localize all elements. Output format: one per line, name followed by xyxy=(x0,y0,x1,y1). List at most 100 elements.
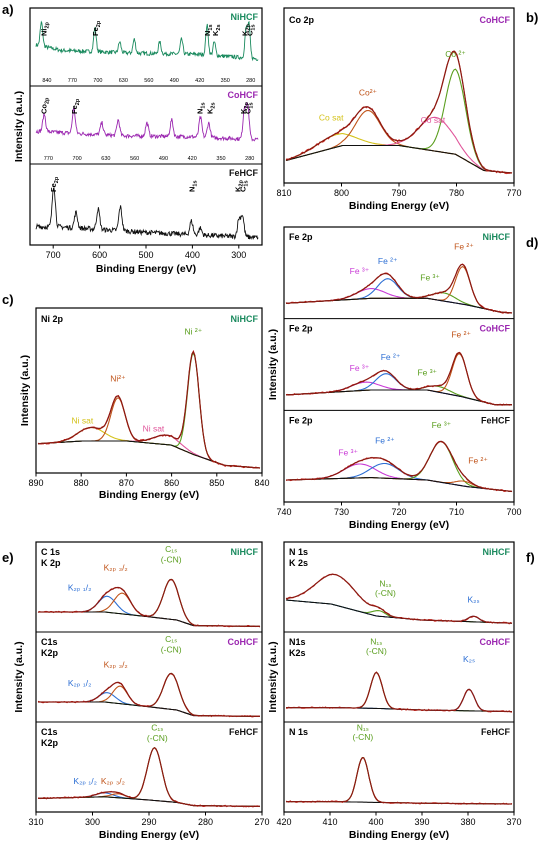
peak-label: N₁ₛ xyxy=(379,578,391,588)
peak-label: (-CN) xyxy=(366,646,387,656)
panel-letter: b) xyxy=(526,10,538,25)
survey-peak-subscript: 1s xyxy=(192,180,198,186)
component-curve xyxy=(286,265,513,314)
fit-envelope xyxy=(285,352,512,406)
fit-envelope xyxy=(37,350,261,469)
sample-name: FeHCF xyxy=(229,168,259,178)
survey-spectrum xyxy=(35,187,259,240)
survey-peak-label: N1s xyxy=(196,102,207,114)
x-tick-label: 400 xyxy=(368,817,383,827)
x-axis-label: Binding Energy (eV) xyxy=(96,263,196,275)
y-axis-label: Intensity (a.u.) xyxy=(19,355,31,426)
panel-f-frame xyxy=(283,541,515,813)
x-tick-label: 700 xyxy=(46,250,61,260)
panel-title: Co 2p xyxy=(289,15,315,25)
sample-name: NiHCF xyxy=(231,547,259,557)
panel-letter: c) xyxy=(2,292,14,307)
inner-tick-label: 840 xyxy=(42,78,51,84)
survey-peak-label: K2p xyxy=(241,24,252,36)
fit-envelope xyxy=(286,756,512,805)
panel-title: Fe 2p xyxy=(289,232,313,242)
panel-title: N 1s xyxy=(289,547,308,557)
panel-title: C1s xyxy=(41,727,58,737)
peak-label: Fe ³⁺ xyxy=(432,420,452,430)
peak-label: (-CN) xyxy=(161,644,182,654)
inner-tick-label: 490 xyxy=(159,156,168,162)
survey-peak-subscript: 1s xyxy=(201,102,207,108)
sample-name: NiHCF xyxy=(483,547,511,557)
inner-tick-label: 280 xyxy=(246,78,255,84)
x-tick-label: 380 xyxy=(460,817,475,827)
peak-label: Fe ³⁺ xyxy=(420,272,440,282)
panel-title: N1s xyxy=(289,637,306,647)
x-tick-label: 310 xyxy=(28,817,43,827)
peak-label: (-CN) xyxy=(375,588,396,598)
background-curve xyxy=(286,477,513,493)
background-curve xyxy=(285,389,512,406)
component-curve xyxy=(286,440,513,493)
survey-peak-subscript: 2p xyxy=(44,21,50,28)
x-tick-label: 810 xyxy=(276,188,291,198)
background-curve xyxy=(38,701,260,717)
peak-label: Ni sat xyxy=(72,415,94,425)
survey-peak-label: K2p xyxy=(239,102,250,114)
peak-label: K₂ₚ ₁/₂ xyxy=(68,582,92,592)
y-axis-label: Intensity (a.u.) xyxy=(13,91,25,162)
x-tick-label: 300 xyxy=(85,817,100,827)
x-tick-label: 500 xyxy=(138,250,153,260)
y-axis-label: Intensity (a.u.) xyxy=(267,329,279,400)
fit-envelope xyxy=(38,578,260,627)
sample-name: CoHCF xyxy=(228,637,259,647)
survey-peak-label: K2s xyxy=(211,24,222,36)
x-axis-label: Binding Energy (eV) xyxy=(99,489,199,501)
survey-peak-label: K2s xyxy=(205,102,216,114)
fit-envelope xyxy=(38,746,260,807)
fit-envelope xyxy=(286,671,512,713)
survey-spectrum xyxy=(35,20,259,62)
panel-b-frame xyxy=(283,7,515,184)
background-curve xyxy=(38,796,260,807)
survey-peak-label: C1s xyxy=(238,180,249,192)
peak-label: Co ²⁺ xyxy=(445,49,466,59)
survey-spectrum xyxy=(35,102,259,142)
x-tick-label: 840 xyxy=(254,478,269,488)
fit-envelope xyxy=(38,672,260,717)
component-curve xyxy=(286,477,513,493)
survey-peak-subscript: 2s xyxy=(216,24,222,30)
component-curve xyxy=(38,692,260,717)
peak-label: K₂ₛ xyxy=(468,594,480,604)
survey-peak-subscript: 1s xyxy=(250,24,256,30)
panel-title: Fe 2p xyxy=(289,415,313,425)
panel-title: K 2p xyxy=(41,558,61,568)
survey-peak-label: Fe2p xyxy=(49,176,60,192)
inner-tick-label: 560 xyxy=(130,156,139,162)
inner-tick-label: 350 xyxy=(216,156,225,162)
survey-peak-subscript: 1s xyxy=(249,102,255,108)
inner-tick-label: 420 xyxy=(188,156,197,162)
x-tick-label: 770 xyxy=(506,188,521,198)
fit-envelope xyxy=(286,263,513,314)
component-curve xyxy=(38,592,260,627)
inner-tick-label: 560 xyxy=(144,78,153,84)
peak-label: Ni sat xyxy=(143,424,165,434)
survey-peak-label: Fe2p xyxy=(91,20,102,36)
survey-peak-label: N1s xyxy=(203,24,214,36)
inner-tick-label: 770 xyxy=(68,78,77,84)
background-curve xyxy=(37,440,261,469)
x-tick-label: 280 xyxy=(198,817,213,827)
peak-label: Fe ³⁺ xyxy=(350,266,370,276)
peak-label: Fe ³⁺ xyxy=(350,363,370,373)
peak-label: Fe ²⁺ xyxy=(381,352,401,362)
x-tick-label: 270 xyxy=(254,817,269,827)
x-tick-label: 860 xyxy=(164,478,179,488)
panel-title: K2s xyxy=(289,648,306,658)
inner-tick-label: 490 xyxy=(170,78,179,84)
x-tick-label: 420 xyxy=(276,817,291,827)
survey-peak-label: C1s xyxy=(244,102,255,114)
x-tick-label: 410 xyxy=(322,817,337,827)
survey-peak-label: Ni2p xyxy=(39,21,50,36)
sample-name: FeHCF xyxy=(481,415,511,425)
fit-envelope xyxy=(285,573,513,624)
peak-label: K₂ₚ ₁/₂ xyxy=(68,678,92,688)
peak-label: Fe ³⁺ xyxy=(338,448,358,458)
